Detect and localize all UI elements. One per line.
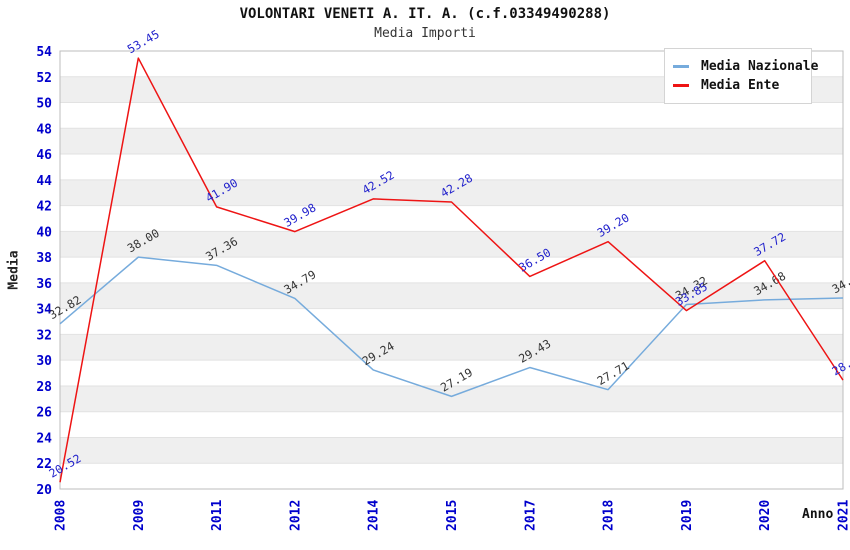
chart-subtitle: Media Importi: [374, 26, 476, 41]
x-tick-label: 2020: [758, 500, 773, 531]
band: [60, 385, 843, 412]
x-axis-title: Anno: [802, 507, 834, 522]
plot-border: [59, 50, 844, 490]
series-line-media-ente: [59, 57, 844, 483]
y-tick-label: 26: [36, 406, 52, 421]
band: [60, 282, 843, 309]
y-tick-label: 36: [36, 277, 52, 292]
x-tick-label: 2012: [288, 500, 303, 531]
x-tick-label: 2019: [680, 500, 695, 531]
chart-title: VOLONTARI VENETI A. IT. A. (c.f.03349490…: [239, 6, 611, 22]
legend-item-media-ente: Media Ente: [673, 76, 811, 95]
legend-label: Media Nazionale: [701, 59, 819, 74]
y-tick-label: 48: [36, 122, 52, 137]
y-tick-label: 42: [36, 200, 52, 215]
plot-bands: [60, 76, 843, 464]
band: [60, 437, 843, 464]
y-tick-label: 24: [36, 431, 52, 446]
legend-swatch-icon: [673, 84, 689, 87]
y-tick-label: 44: [36, 174, 52, 189]
legend-swatch-icon: [673, 65, 689, 68]
data-label: 53.45: [125, 27, 162, 56]
y-axis-title: Media: [6, 250, 22, 290]
x-tick-label: 2009: [132, 500, 147, 531]
legend: Media Nazionale Media Ente: [664, 48, 818, 104]
y-tick-label: 30: [36, 354, 52, 369]
y-tick-label: 54: [36, 45, 52, 60]
band: [60, 231, 843, 258]
x-tick-label: 2021: [837, 500, 850, 531]
x-axis-ticks: 2008 2009 2011 2012 2014 2015 2017 2018 2019 2020…: [54, 500, 850, 531]
x-tick-label: 2011: [210, 500, 225, 531]
y-tick-label: 40: [36, 225, 52, 240]
grid-lines: [60, 50, 843, 490]
band: [60, 334, 843, 361]
y-tick-label: 46: [36, 148, 52, 163]
y-tick-label: 52: [36, 71, 52, 86]
x-tick-label: 2014: [367, 500, 382, 531]
x-tick-label: 2018: [602, 500, 617, 531]
y-tick-label: 34: [36, 303, 52, 318]
y-tick-label: 28: [36, 380, 52, 395]
y-tick-label: 20: [36, 483, 52, 498]
series-line-media-nazionale: [59, 256, 844, 398]
x-tick-label: 2017: [523, 500, 538, 531]
x-tick-label: 2015: [445, 500, 460, 531]
y-tick-label: 32: [36, 328, 52, 343]
legend-item-media-nazionale: Media Nazionale: [673, 57, 818, 76]
y-axis-ticks: 20 22 24 26 28 30 32 34 36 38 40 42 44 46 48 50 52 54: [36, 45, 52, 498]
legend-label: Media Ente: [701, 78, 780, 93]
y-tick-label: 22: [36, 457, 52, 472]
band: [60, 128, 843, 155]
y-tick-label: 38: [36, 251, 52, 266]
x-tick-label: 2008: [54, 500, 69, 531]
y-tick-label: 50: [36, 97, 52, 112]
